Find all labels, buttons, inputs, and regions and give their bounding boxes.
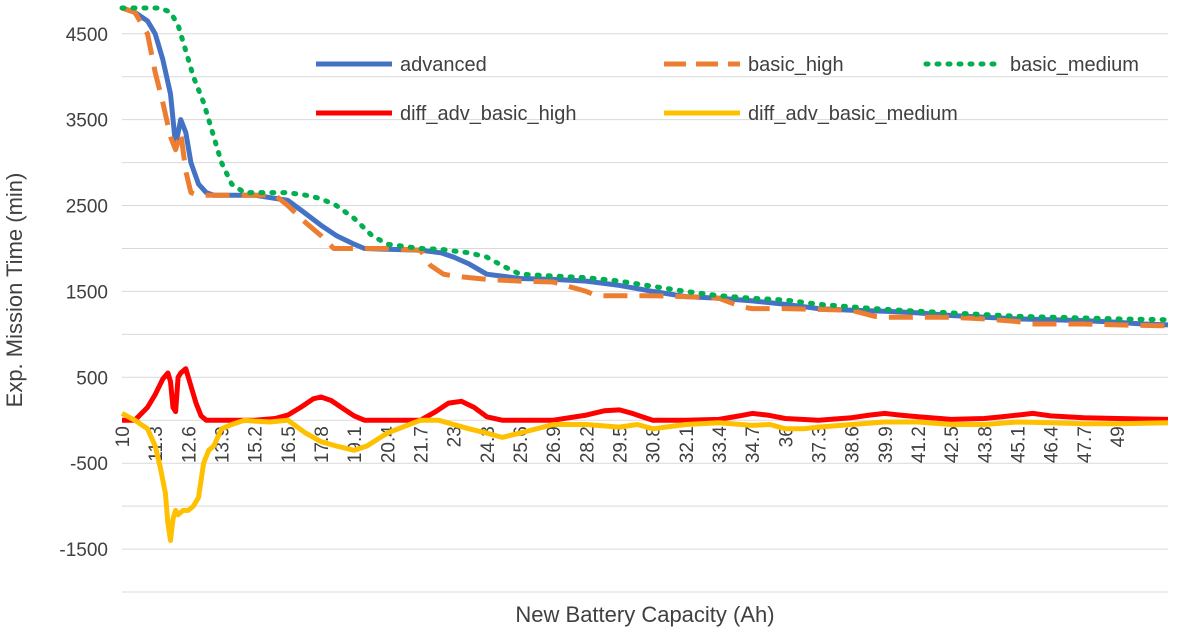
x-axis-title: New Battery Capacity (Ah) (515, 602, 774, 627)
x-tick-label: 37.3 (810, 426, 831, 463)
x-tick-label: 21.7 (412, 426, 433, 463)
y-axis-title: Exp. Mission Time (min) (2, 173, 27, 408)
y-tick-label: 4500 (66, 25, 108, 46)
legend-item-basic-high: basic_high (664, 54, 844, 76)
y-tick-label: 500 (76, 368, 108, 389)
series-line-diff-adv-basic-high (122, 366, 1169, 423)
y-tick-label: 3500 (66, 111, 108, 132)
series-line-basic-high (121, 5, 1169, 329)
x-tick-label: 12.6 (179, 426, 200, 463)
y-tick-label: 2500 (66, 197, 108, 218)
legend-item-diff-adv-basic-high: diff_adv_basic_high (316, 103, 576, 125)
legend-label-diff-adv-basic-high: diff_adv_basic_high (400, 103, 576, 125)
x-tick-label: 43.8 (975, 426, 996, 463)
legend-label-basic-high: basic_high (748, 54, 844, 76)
x-tick-label: 38.6 (843, 426, 864, 463)
x-tick-label: 34.7 (743, 426, 764, 463)
x-tick-label: 16.5 (279, 426, 300, 463)
x-tick-label: 33.4 (710, 426, 731, 463)
y-tick-label: 1500 (66, 282, 108, 303)
x-tick-label: 46.4 (1042, 426, 1063, 463)
x-axis-ticks: 10 11.3 12.6 13.9 15.2 16.5 17.8 19.1 20.4 21.7 23… (113, 426, 1129, 463)
x-tick-label: 26.9 (544, 426, 565, 463)
x-tick-label: 47.7 (1075, 426, 1096, 463)
y-tick-label: -500 (70, 454, 108, 475)
x-tick-label: 49 (1108, 426, 1129, 447)
x-tick-label: 28.2 (577, 426, 598, 463)
x-tick-label: 15.2 (246, 426, 267, 463)
legend: advanced basic_high basic_medium diff_ad… (316, 54, 1139, 125)
y-tick-label: -1500 (59, 540, 108, 561)
legend-label-advanced: advanced (400, 54, 487, 76)
x-tick-label: 29.5 (611, 426, 632, 463)
x-tick-label: 36 (776, 426, 797, 447)
x-tick-label: 10 (113, 426, 134, 447)
x-tick-label: 30.8 (644, 426, 665, 463)
x-tick-label: 23 (445, 426, 466, 447)
legend-item-diff-adv-basic-medium: diff_adv_basic_medium (664, 103, 958, 125)
series-line-advanced (121, 5, 1169, 328)
series-lines (119, 5, 1171, 543)
y-axis-ticks: 4500 3500 2500 1500 500 -500 -1500 (59, 25, 108, 561)
gridlines (122, 33, 1168, 593)
x-tick-label: 39.9 (876, 426, 897, 463)
legend-label-diff-adv-basic-medium: diff_adv_basic_medium (748, 103, 958, 125)
series-line-basic-medium (119, 5, 1171, 323)
series-line-diff-adv-basic-medium (120, 411, 1169, 543)
x-tick-label: 19.1 (345, 426, 366, 463)
legend-item-basic-medium: basic_medium (923, 54, 1139, 76)
x-tick-label: 41.2 (909, 426, 930, 463)
legend-item-advanced: advanced (316, 54, 487, 76)
x-tick-label: 45.1 (1009, 426, 1030, 463)
x-tick-label: 32.1 (677, 426, 698, 463)
x-tick-label: 42.5 (942, 426, 963, 463)
legend-label-basic-medium: basic_medium (1010, 54, 1139, 76)
